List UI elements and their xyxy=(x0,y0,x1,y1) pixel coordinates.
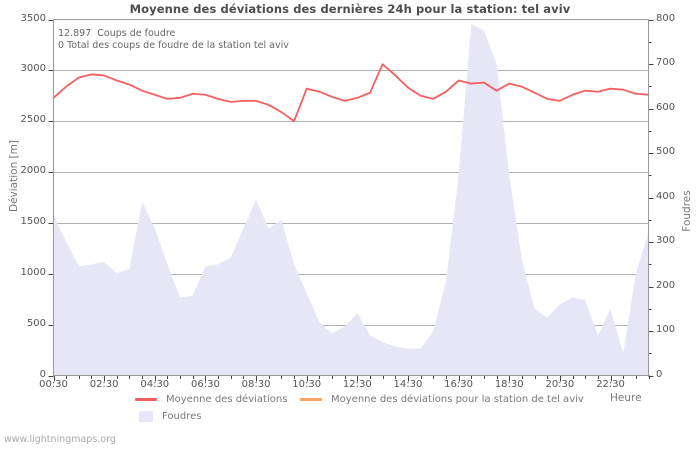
x-axis-tick-label: 16:30 xyxy=(444,379,473,390)
x-axis-tick-label: 08:30 xyxy=(241,379,271,390)
y-axis-right-tick-label: 800 xyxy=(656,12,676,24)
legend-label: Moyenne des déviations pour la station d… xyxy=(331,394,584,405)
y-axis-right-tick-label: 200 xyxy=(656,279,676,291)
legend-swatch-area xyxy=(139,411,153,422)
y-axis-right-label: Foudres xyxy=(681,190,693,232)
legend-item-strokes[interactable]: Foudres xyxy=(135,411,201,422)
chart-title: Moyenne des déviations des dernières 24h… xyxy=(129,2,571,16)
x-axis-tick-label: 04:30 xyxy=(140,379,170,390)
footer-attribution: www.lightningmaps.org xyxy=(4,434,116,445)
x-axis-tick-label: 12:30 xyxy=(342,379,372,390)
y-axis-left-tick-label: 1500 xyxy=(20,215,46,227)
legend-label: Foudres xyxy=(162,411,202,422)
y-axis-right-tick-label: 100 xyxy=(656,324,676,335)
x-axis-tick-label: 20:30 xyxy=(545,379,575,390)
x-axis-tick-label: 02:30 xyxy=(89,379,119,390)
y-axis-left-tick-label: 500 xyxy=(26,317,46,329)
y-axis-right-tick-label: 700 xyxy=(656,57,676,68)
y-axis-right-tick-label: 300 xyxy=(656,235,676,246)
x-axis-tick-label: 06:30 xyxy=(190,379,220,390)
y-axis-left-tick-label: 1000 xyxy=(20,266,46,278)
plot-border xyxy=(53,19,649,376)
x-axis-tick-label: 22:30 xyxy=(596,379,625,390)
legend-item-deviation-mean[interactable]: Moyenne des déviations xyxy=(135,394,287,405)
legend-swatch-line xyxy=(135,398,157,401)
x-axis-label: Heure xyxy=(610,392,642,404)
legend-swatch-line xyxy=(300,398,322,401)
legend-item-deviation-mean-station[interactable]: Moyenne des déviations pour la station d… xyxy=(300,394,584,405)
series-foudres-area xyxy=(53,23,649,376)
x-axis-tick-label: 00:30 xyxy=(39,379,68,390)
y-axis-right-tick-label: 0 xyxy=(656,368,663,380)
y-axis-right-tick-label: 600 xyxy=(656,101,676,113)
y-axis-left-tick-label: 2500 xyxy=(20,114,46,126)
x-axis-tick-label: 18:30 xyxy=(494,379,524,390)
x-axis-tick-label: 10:30 xyxy=(292,379,322,390)
y-axis-left-tick-label: 0 xyxy=(39,368,46,380)
y-axis-left-tick-label: 3500 xyxy=(20,12,46,24)
y-axis-right-tick-label: 500 xyxy=(656,146,676,157)
x-axis-tick-label: 14:30 xyxy=(393,379,423,390)
series-deviation-line xyxy=(52,63,650,123)
y-axis-left-tick-label: 2000 xyxy=(20,165,46,177)
annotation-station-total: 0 Total des coups de foudre de la statio… xyxy=(58,40,289,51)
legend-label: Moyenne des déviations xyxy=(166,394,288,405)
y-axis-right-tick-label: 400 xyxy=(656,190,676,202)
y-axis-left-tick-label: 3000 xyxy=(20,63,46,75)
axis-ticks xyxy=(48,20,654,382)
annotation-stroke-count: 12.897 Coups de foudre xyxy=(58,28,176,39)
